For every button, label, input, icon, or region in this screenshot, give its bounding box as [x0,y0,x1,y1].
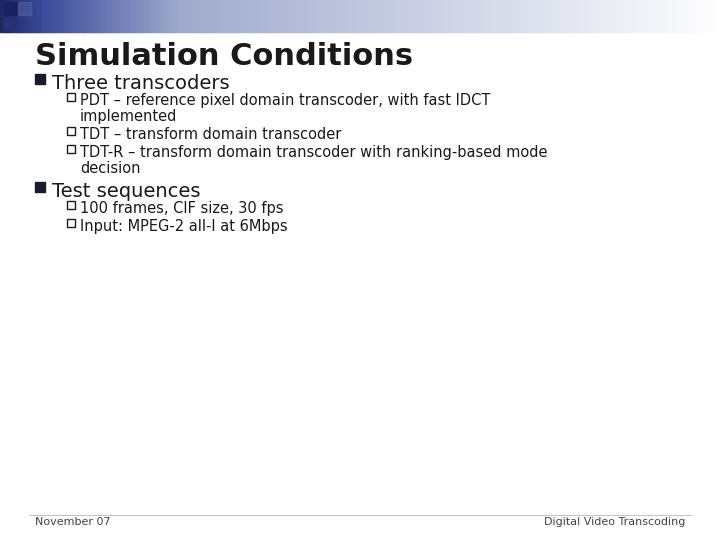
Text: decision: decision [80,161,140,176]
Text: 100 frames, CIF size, 30 fps: 100 frames, CIF size, 30 fps [80,201,284,216]
Bar [18,2,31,15]
Text: Input: MPEG-2 all-I at 6Mbps: Input: MPEG-2 all-I at 6Mbps [80,219,287,234]
Text: PDT – reference pixel domain transcoder, with fast IDCT: PDT – reference pixel domain transcoder,… [80,93,490,108]
Text: Digital Video Transcoding: Digital Video Transcoding [544,517,685,527]
Text: Simulation Conditions: Simulation Conditions [35,42,413,71]
Bar [35,182,45,192]
Bar [35,74,45,84]
FancyBboxPatch shape [67,219,75,227]
FancyBboxPatch shape [67,127,75,135]
Text: implemented: implemented [80,109,177,124]
Text: TDT – transform domain transcoder: TDT – transform domain transcoder [80,127,341,142]
Bar [4,2,17,15]
Text: Three transcoders: Three transcoders [52,74,230,93]
Bar [4,17,17,30]
Text: November 07: November 07 [35,517,111,527]
Text: Test sequences: Test sequences [52,182,200,201]
Text: TDT-R – transform domain transcoder with ranking-based mode: TDT-R – transform domain transcoder with… [80,145,547,160]
FancyBboxPatch shape [67,145,75,153]
FancyBboxPatch shape [67,93,75,101]
FancyBboxPatch shape [67,201,75,209]
